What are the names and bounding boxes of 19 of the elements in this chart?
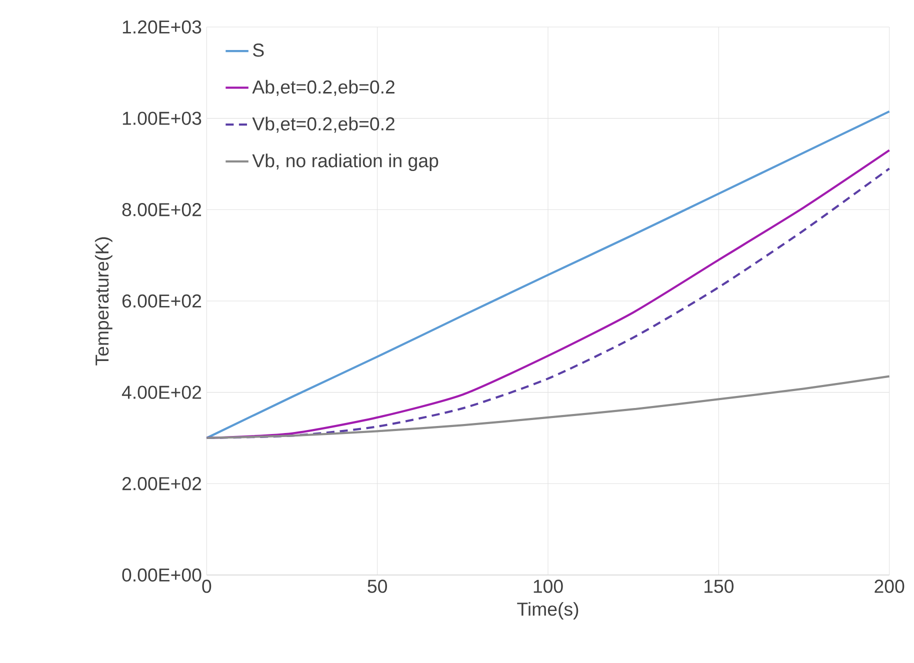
- legend-label: Vb,et=0.2,eb=0.2: [252, 116, 394, 133]
- y-tick-label: 1.00E+03: [122, 112, 202, 125]
- y-tick-label: 8.00E+02: [122, 203, 202, 216]
- y-tick-label: 1.20E+03: [122, 20, 202, 34]
- x-tick-label: 150: [704, 580, 734, 593]
- y-tick-label: 4.00E+02: [122, 386, 202, 399]
- legend-label: Ab,et=0.2,eb=0.2: [252, 80, 394, 96]
- x-tick-label: 100: [534, 580, 563, 593]
- y-tick-label: 2.00E+02: [122, 477, 202, 490]
- legend-label: Vb, no radiation in gap: [252, 154, 438, 172]
- y-axis-title: Temperature(K): [94, 237, 112, 366]
- x-tick-label: 0: [202, 580, 212, 593]
- x-tick-label: 200: [874, 580, 904, 593]
- x-tick-label: 50: [368, 580, 387, 593]
- legend-label: S: [253, 44, 264, 57]
- y-tick-label: 0.00E+00: [122, 568, 202, 582]
- y-tick-label: 6.00E+02: [122, 294, 202, 308]
- x-axis-title: Time(s): [517, 602, 578, 620]
- line-series: [206, 375, 890, 440]
